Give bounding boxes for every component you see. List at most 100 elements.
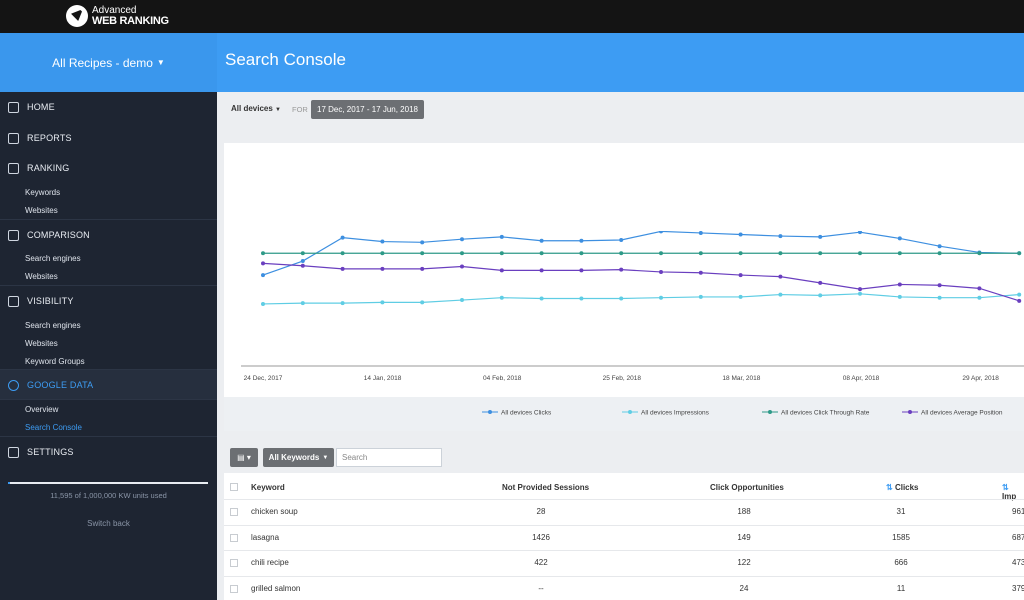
x-tick-label: 25 Feb, 2018 — [603, 375, 642, 382]
data-point — [460, 251, 464, 256]
search-input[interactable] — [336, 448, 442, 467]
sidebar-divider — [0, 219, 217, 220]
series-0 — [261, 229, 1022, 278]
comparison-icon — [8, 229, 19, 241]
sidebar-item-google-data[interactable]: GOOGLE DATA — [0, 370, 217, 400]
legend-label: All devices Click Through Rate — [781, 410, 870, 417]
data-point — [977, 251, 982, 256]
sidebar-item-home[interactable]: HOME — [0, 99, 217, 115]
row-divider — [224, 575, 1024, 577]
series-line — [262, 230, 1020, 276]
data-point — [380, 251, 385, 256]
data-point — [261, 251, 265, 256]
sidebar-divider — [0, 436, 217, 437]
data-point — [539, 268, 544, 273]
sidebar-item-settings[interactable]: SETTINGS — [0, 444, 217, 460]
sidebar-subitem-websites[interactable]: Websites — [25, 206, 58, 215]
data-point — [897, 236, 902, 241]
data-point — [698, 270, 703, 275]
sidebar-item-reports[interactable]: REPORTS — [0, 130, 217, 146]
devices-dropdown[interactable]: All devices ▼ — [231, 104, 281, 113]
card-value: 2.01 — [768, 187, 821, 217]
row-checkbox[interactable] — [230, 584, 238, 593]
data-point — [460, 237, 464, 242]
sidebar-subitem-keywords[interactable]: Keywords — [25, 188, 61, 197]
data-point — [897, 294, 902, 299]
data-point — [619, 237, 624, 242]
caret-down-icon: ▼ — [156, 58, 165, 67]
cell-keyword: chili recipe — [251, 558, 289, 567]
select-all-checkbox[interactable] — [230, 483, 238, 491]
keyword-table — [224, 473, 1024, 600]
row-checkbox[interactable] — [230, 508, 238, 516]
data-point — [698, 251, 703, 256]
sidebar-subitem-search-engines[interactable]: Search engines — [25, 321, 81, 330]
data-point — [579, 238, 584, 243]
sidebar-subitem-websites[interactable]: Websites — [25, 339, 58, 348]
data-point — [1017, 251, 1022, 256]
date-range-button[interactable]: 17 Dec, 2017 - 17 Jun, 2018 — [311, 100, 424, 119]
data-point — [340, 235, 345, 240]
data-point — [579, 268, 584, 273]
sidebar-subitem-keyword-groups[interactable]: Keyword Groups — [25, 357, 85, 366]
data-point — [937, 283, 942, 288]
col-keyword[interactable]: Keyword — [251, 483, 285, 492]
data-point — [738, 232, 743, 237]
cell-keyword: grilled salmon — [251, 583, 301, 593]
cell-imp: 961 — [1012, 507, 1024, 516]
sort-icon: ⇅ — [1002, 483, 1009, 492]
sidebar-subitem-search-engines[interactable]: Search engines — [25, 254, 81, 263]
data-point — [420, 240, 425, 245]
data-point — [778, 292, 783, 297]
project-selector[interactable]: All Recipes - demo ▼ — [0, 33, 217, 92]
google-icon — [8, 379, 19, 391]
legend-label: All devices Impressions — [641, 410, 710, 417]
data-point — [380, 266, 385, 271]
data-point — [460, 298, 464, 303]
units-usage-bar — [8, 482, 208, 484]
data-point — [619, 251, 624, 256]
row-checkbox[interactable] — [230, 533, 238, 542]
data-point — [858, 291, 862, 296]
col-clicks[interactable]: ⇅ Clicks — [886, 483, 919, 492]
sidebar-subitem-overview[interactable]: Overview — [25, 405, 59, 414]
sidebar-item-visibility[interactable]: VISIBILITY — [0, 293, 217, 309]
data-point — [738, 273, 743, 278]
data-point — [579, 251, 584, 256]
col-not-provided-sessions[interactable]: Not Provided Sessions — [502, 483, 590, 492]
col-click-opportunities[interactable]: Click Opportunities — [710, 483, 784, 492]
data-point — [499, 268, 504, 273]
data-point — [499, 234, 504, 239]
data-point — [420, 266, 425, 271]
impressions-card[interactable]: IMPRESSIONS 12.5M — [491, 143, 757, 231]
legend-item: All devices Click Through Rate — [762, 410, 870, 417]
sidebar-item-comparison[interactable]: COMPARISON — [0, 227, 217, 243]
data-point — [300, 251, 305, 256]
col-impressions[interactable]: ⇅ Imp — [1002, 483, 1024, 501]
data-point — [778, 274, 783, 279]
switch-back-link[interactable]: Switch back — [87, 519, 130, 528]
data-point — [937, 295, 942, 300]
units-usage-text: 11,595 of 1,000,000 KW units used — [50, 491, 167, 500]
series-line — [262, 262, 1020, 302]
caret-down-icon: ▼ — [322, 454, 329, 461]
project-label: All Recipes - demo — [52, 55, 153, 70]
ctr-card[interactable]: CTR 2.01 — [758, 143, 1024, 231]
sidebar-item-ranking[interactable]: RANKING — [0, 160, 217, 176]
legend-label: All devices Average Position — [921, 410, 1003, 417]
clicks-card[interactable]: CLICKS 138.1k — [224, 143, 490, 231]
data-point — [340, 301, 345, 306]
keywords-filter-dropdown[interactable]: All Keywords ▼ — [263, 448, 334, 467]
data-point — [818, 293, 823, 298]
legend-item: All devices Average Position — [902, 410, 1003, 417]
row-divider — [224, 499, 1024, 500]
sidebar-subitem-websites[interactable]: Websites — [25, 272, 58, 281]
row-checkbox[interactable] — [230, 559, 238, 567]
line-chart: 24 Dec, 2017 14 Jan, 2018 04 Feb, 2018 25 F… — [241, 229, 1024, 382]
data-point — [659, 251, 663, 256]
legend-svg: All devices Clicks All devices Impression… — [482, 410, 1003, 417]
brand-logo[interactable]: Advanced WEB RANKING — [66, 5, 169, 27]
data-point — [340, 251, 345, 256]
sidebar-subitem-search-console[interactable]: Search Console — [25, 423, 82, 432]
column-toggle-button[interactable]: ▤ ▾ — [230, 448, 258, 467]
